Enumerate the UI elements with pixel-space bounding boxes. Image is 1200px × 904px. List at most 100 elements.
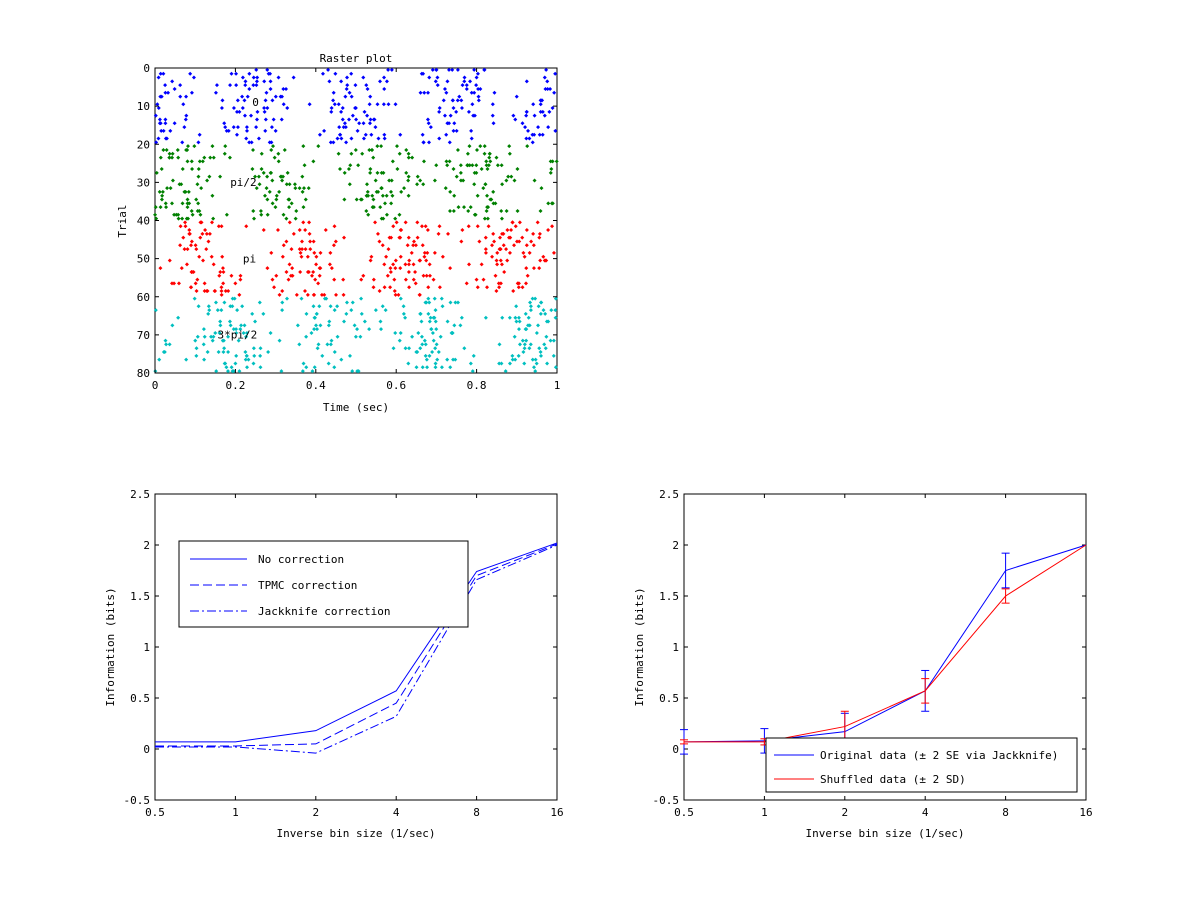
bias-series: [155, 542, 558, 754]
raster-spike: [465, 163, 470, 168]
ytick-label: 0: [672, 743, 679, 756]
raster-spike: [415, 174, 420, 179]
raster-spike: [227, 155, 232, 160]
raster-spike: [291, 75, 296, 80]
raster-spike: [451, 208, 456, 213]
raster-spike: [520, 235, 525, 240]
raster-spike: [484, 163, 489, 168]
raster-spike: [428, 315, 433, 320]
raster-spike: [336, 102, 341, 107]
raster-spike: [178, 224, 183, 229]
raster-spike: [398, 296, 403, 301]
raster-spike: [176, 155, 181, 160]
raster-spike: [366, 212, 371, 217]
raster-spike: [280, 289, 285, 294]
raster-spike: [183, 220, 188, 225]
raster-spike: [355, 128, 360, 133]
raster-spike: [435, 357, 440, 362]
raster-spike: [550, 106, 555, 111]
shuffle-legend-label: Original data (± 2 SE via Jackknife): [820, 749, 1058, 762]
raster-spike: [197, 208, 202, 213]
raster-spike: [536, 323, 541, 328]
raster-spike: [485, 216, 490, 221]
raster-spike: [164, 342, 169, 347]
raster-spike: [468, 361, 473, 366]
raster-group-label: 3*pi/2: [218, 329, 258, 342]
raster-spike: [548, 86, 553, 91]
raster-spike: [280, 94, 285, 99]
raster-spike: [490, 102, 495, 107]
raster-spike: [247, 86, 252, 91]
raster-spike: [203, 228, 208, 233]
raster-spike: [446, 67, 451, 72]
raster-spike: [468, 79, 473, 84]
raster-spike: [538, 311, 543, 316]
raster-spike: [406, 361, 411, 366]
raster-spike: [232, 296, 237, 301]
raster-spike: [513, 357, 518, 362]
raster-spike: [205, 289, 210, 294]
bias-ylabel: Information (bits): [104, 587, 117, 706]
raster-spike: [439, 296, 444, 301]
ytick-label: 2.5: [130, 488, 150, 501]
raster-spike: [461, 178, 466, 183]
raster-spike: [517, 239, 522, 244]
raster-spike: [474, 75, 479, 80]
raster-spike: [427, 262, 432, 267]
raster-spike: [441, 98, 446, 103]
raster-spike: [207, 308, 212, 313]
raster-spike: [313, 315, 318, 320]
raster-spike: [244, 136, 249, 141]
raster-spike: [386, 247, 391, 252]
raster-spike: [524, 79, 529, 84]
raster-spike: [551, 250, 556, 255]
raster-spike: [198, 220, 203, 225]
raster-spike: [317, 266, 322, 271]
raster-spike: [184, 357, 189, 362]
raster-spike: [528, 308, 533, 313]
raster-spike: [371, 285, 376, 290]
raster-spike: [300, 247, 305, 252]
raster-spike: [247, 71, 252, 76]
raster-spike: [220, 254, 225, 259]
raster-spike: [381, 170, 386, 175]
xtick-label: 16: [550, 806, 563, 819]
raster-spike: [391, 346, 396, 351]
raster-spike: [314, 262, 319, 267]
raster-spike: [304, 311, 309, 316]
raster-spike: [384, 254, 389, 259]
raster-spike: [517, 220, 522, 225]
raster-spike: [209, 254, 214, 259]
raster-spike: [515, 281, 520, 286]
raster-spike: [356, 163, 361, 168]
raster-spike: [194, 353, 199, 358]
raster-spike: [322, 128, 327, 133]
shuffle-series-line: [684, 544, 1087, 743]
raster-spike: [337, 125, 342, 130]
raster-spike: [455, 147, 460, 152]
raster-spike: [398, 330, 403, 335]
raster-spike: [158, 155, 163, 160]
xtick-label: 8: [1002, 806, 1009, 819]
raster-spike: [432, 178, 437, 183]
raster-spike: [202, 357, 207, 362]
raster-xtick-label: 0.6: [386, 379, 406, 392]
raster-spike: [254, 117, 259, 122]
raster-spike: [499, 262, 504, 267]
raster-spike: [391, 224, 396, 229]
raster-spike: [553, 296, 558, 301]
raster-spike: [333, 239, 338, 244]
raster-spike: [537, 346, 542, 351]
raster-spike: [348, 163, 353, 168]
raster-spike: [550, 224, 555, 229]
raster-spike: [495, 163, 500, 168]
raster-spike: [189, 208, 194, 213]
raster-spike: [180, 167, 185, 172]
raster-spike: [471, 353, 476, 358]
raster-spike: [425, 228, 430, 233]
raster-spike: [258, 365, 263, 370]
raster-spike: [163, 117, 168, 122]
raster-spike: [223, 144, 228, 149]
raster-spike: [350, 113, 355, 118]
